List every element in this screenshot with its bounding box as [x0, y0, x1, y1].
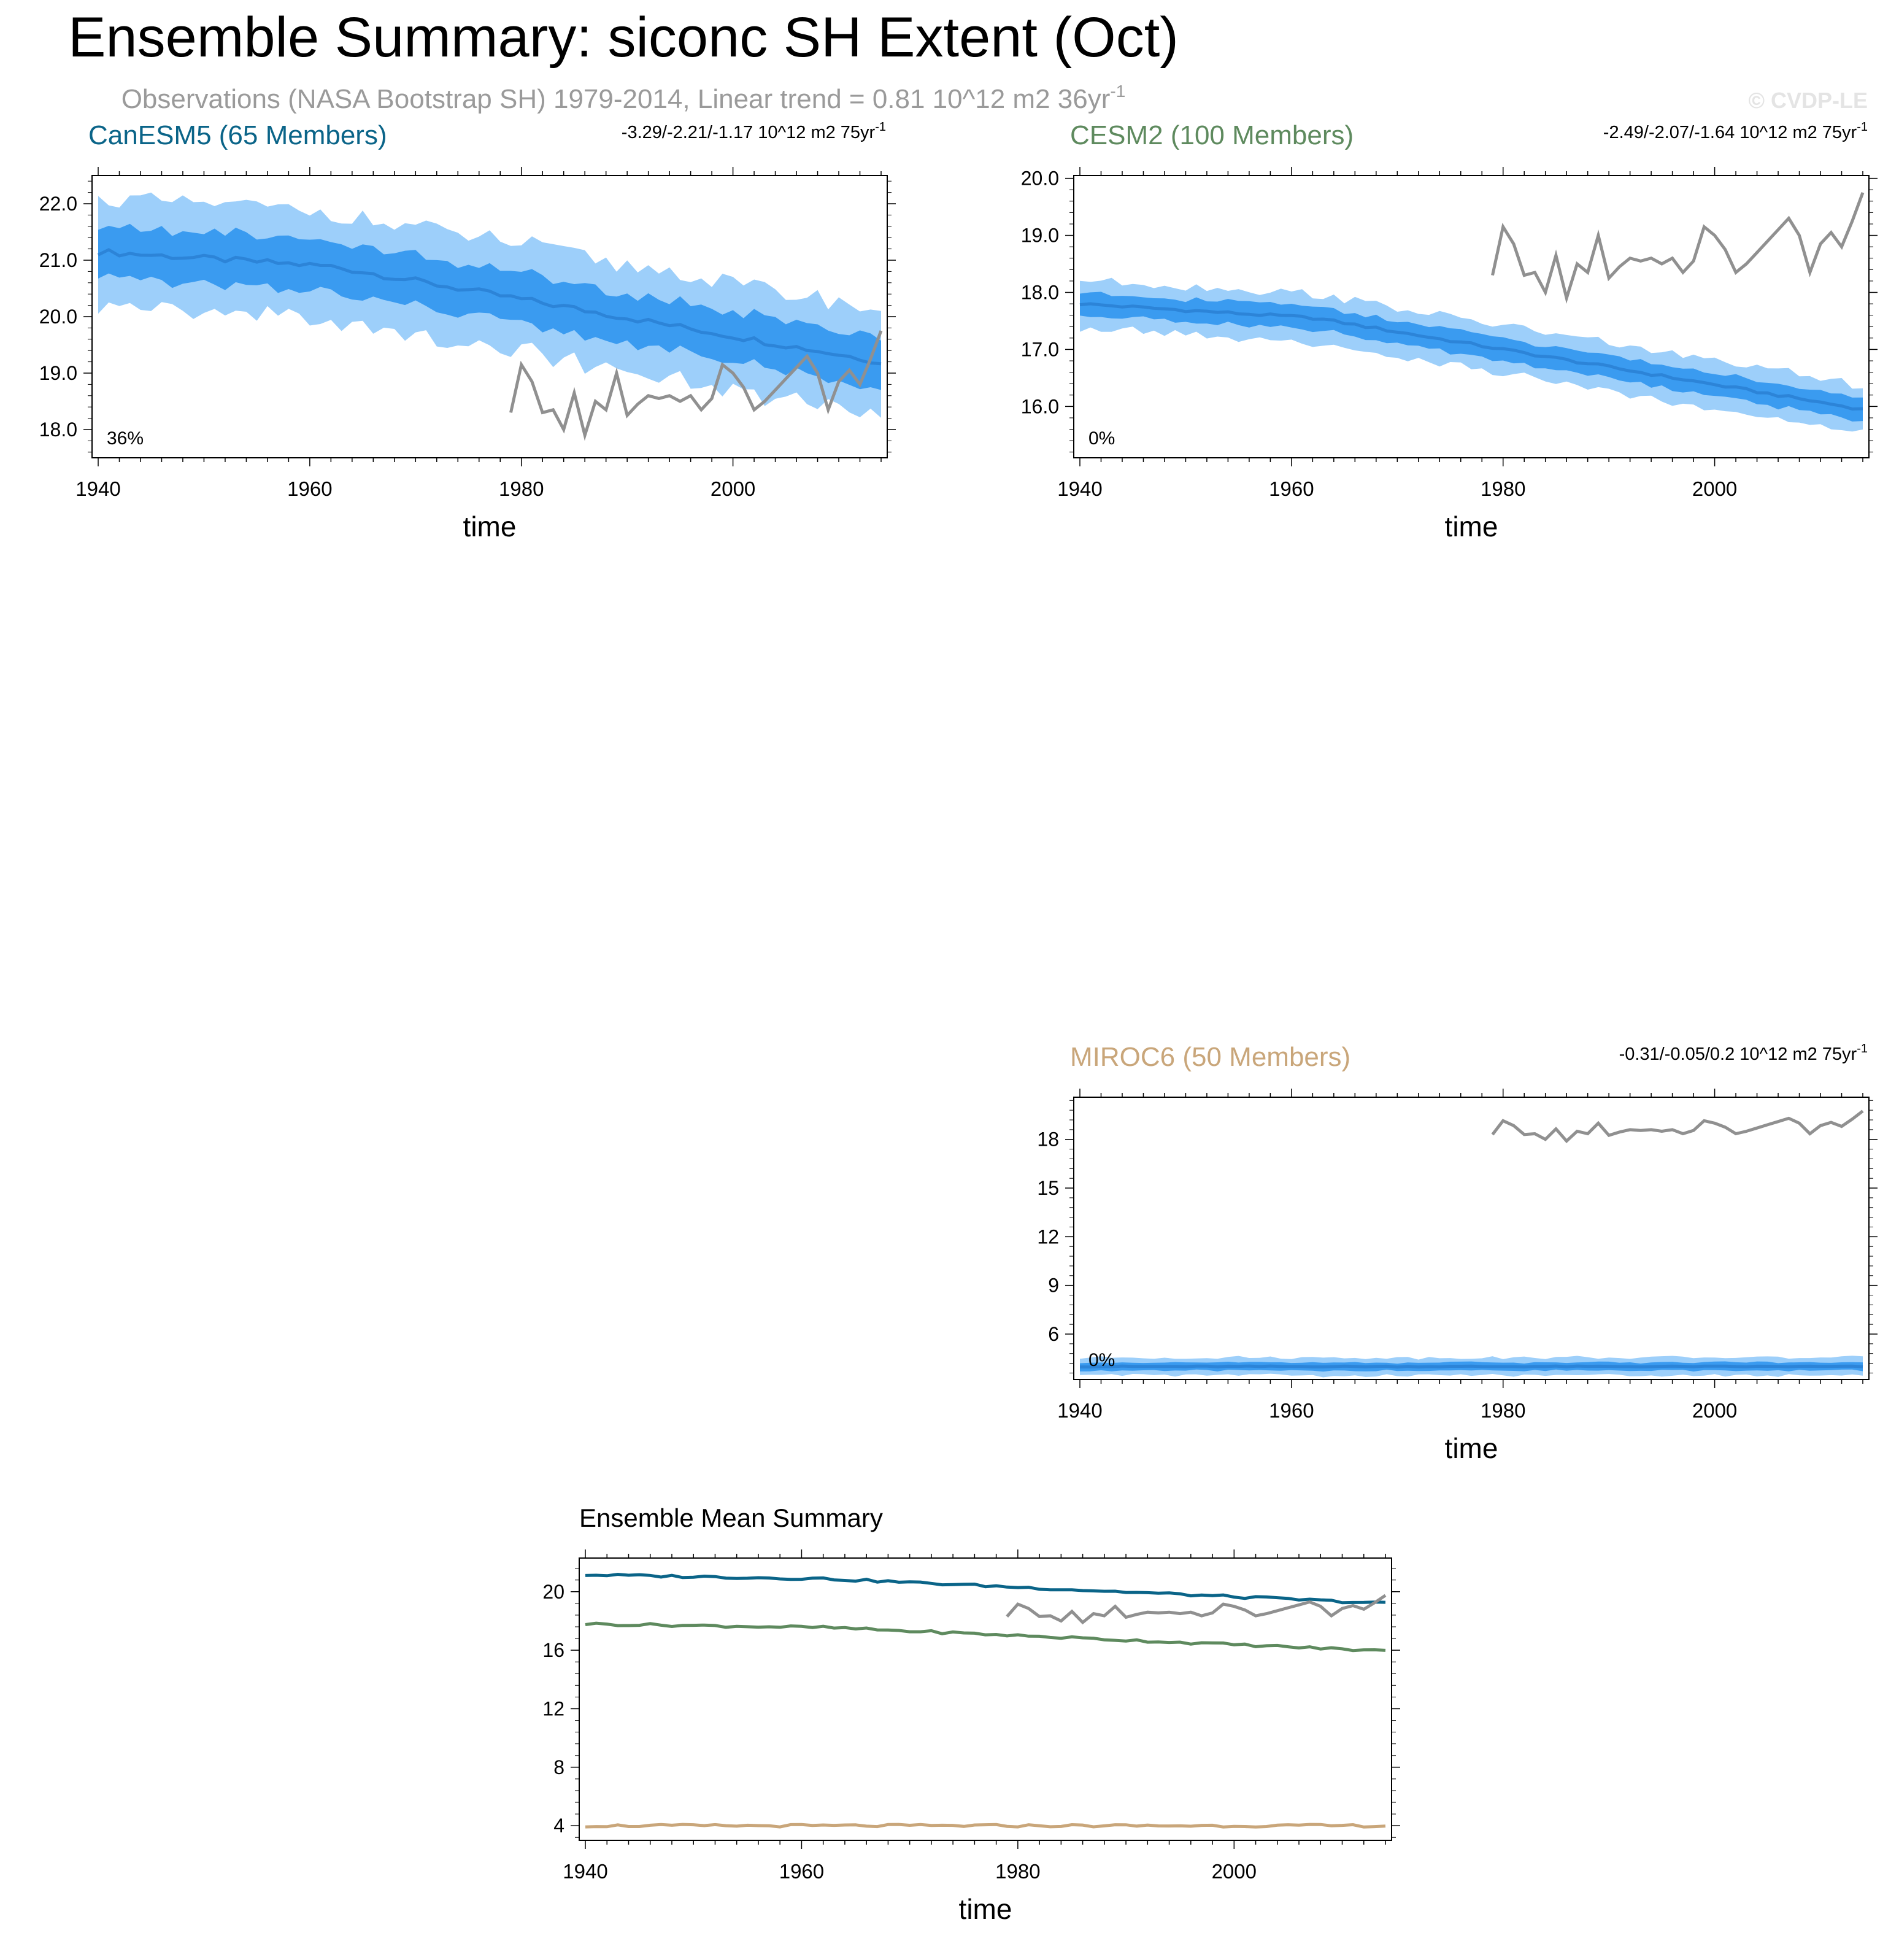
- y-tick-label: 16: [542, 1639, 564, 1661]
- y-tick-label: 15: [1037, 1177, 1059, 1199]
- x-tick-label: 1940: [1057, 1399, 1102, 1422]
- trend-exponent: -1: [1857, 1042, 1868, 1055]
- x-axis-label: time: [1445, 511, 1498, 542]
- ensemble-mean-line: [1079, 302, 1863, 411]
- observations-line: [1491, 192, 1865, 304]
- series-line-canesm5: [585, 1572, 1386, 1605]
- y-tick-label: 12: [542, 1697, 564, 1719]
- x-tick-label: 2000: [1212, 1860, 1257, 1883]
- plot-frame: [1073, 1097, 1870, 1380]
- y-tick-label: 9: [1048, 1275, 1059, 1297]
- chart-panels: CanESM5 (65 Members) -3.29/-2.21/-1.17 10…: [39, 120, 1878, 1925]
- x-tick-label: 1980: [1481, 1399, 1525, 1422]
- trend-label: -2.49/-2.07/-1.64 10^12 m2 75yr-1: [1603, 120, 1868, 142]
- series-line-miroc6: [585, 1823, 1386, 1829]
- chart-title: MIROC6 (50 Members): [1070, 1042, 1350, 1072]
- x-tick-label: 2000: [1692, 477, 1737, 500]
- pct-label: 0%: [1088, 1350, 1115, 1370]
- x-axis-label: time: [463, 511, 517, 542]
- observations-line: [509, 330, 883, 441]
- chart-mean-summary: Ensemble Mean Summary 1940 1960 1980 2000 tim…: [542, 1503, 1400, 1925]
- y-tick-label: 18.0: [1021, 282, 1059, 304]
- y-tick-label: 4: [553, 1815, 564, 1837]
- figure-subtitle: Observations (NASA Bootstrap SH) 1979-20…: [121, 82, 1126, 114]
- series-line-cesm2: [585, 1621, 1386, 1653]
- chart-title: Ensemble Mean Summary: [579, 1503, 883, 1532]
- y-tick-label: 21.0: [39, 249, 77, 271]
- ensemble-mean-line: [97, 248, 882, 366]
- x-tick-label: 1980: [995, 1860, 1040, 1883]
- y-tick-label: 18.0: [39, 419, 77, 441]
- y-tick-label: 22.0: [39, 193, 77, 215]
- x-axis-label: time: [959, 1893, 1012, 1925]
- y-tick-label: 19.0: [39, 362, 77, 384]
- plot-frame: [579, 1557, 1392, 1841]
- y-tick-label: 19.0: [1021, 225, 1059, 247]
- trend-label: -3.29/-2.21/-1.17 10^12 m2 75yr-1: [622, 120, 886, 142]
- y-tick-label: 6: [1048, 1323, 1059, 1345]
- x-tick-label: 1960: [1269, 477, 1314, 500]
- x-tick-label: 1960: [1269, 1399, 1314, 1422]
- x-tick-label: 1980: [1481, 477, 1525, 500]
- y-tick-label: 20.0: [39, 306, 77, 328]
- x-axis-label: time: [1445, 1432, 1498, 1464]
- y-tick-label: 8: [553, 1756, 564, 1778]
- trend-text: -3.29/-2.21/-1.17 10^12 m2 75yr: [622, 123, 876, 142]
- y-tick-label: 20: [542, 1581, 564, 1603]
- x-tick-label: 2000: [711, 477, 755, 500]
- x-tick-label: 1960: [779, 1860, 824, 1883]
- watermark: © CVDP-LE: [1748, 88, 1868, 113]
- figure-title: Ensemble Summary: siconc SH Extent (Oct): [68, 6, 1179, 69]
- trend-text: -2.49/-2.07/-1.64 10^12 m2 75yr: [1603, 123, 1857, 142]
- subtitle-text: Observations (NASA Bootstrap SH) 1979-20…: [121, 84, 1111, 114]
- y-tick-label: 16.0: [1021, 395, 1059, 417]
- trend-label: -0.31/-0.05/0.2 10^12 m2 75yr-1: [1619, 1042, 1868, 1064]
- chart-cesm2: CESM2 (100 Members) -2.49/-2.07/-1.64 10^…: [1021, 120, 1878, 542]
- pct-label: 36%: [107, 428, 144, 449]
- chart-miroc6: MIROC6 (50 Members) -0.31/-0.05/0.2 10^12…: [1037, 1042, 1878, 1464]
- pct-label: 0%: [1088, 428, 1115, 449]
- x-tick-label: 1940: [75, 477, 120, 500]
- plot-frame: [1073, 175, 1870, 458]
- x-tick-label: 1980: [499, 477, 544, 500]
- y-tick-label: 18: [1037, 1129, 1059, 1151]
- chart-title: CESM2 (100 Members): [1070, 120, 1354, 150]
- x-tick-label: 2000: [1692, 1399, 1737, 1422]
- subtitle-exponent: -1: [1110, 82, 1125, 101]
- chart-canesm5: CanESM5 (65 Members) -3.29/-2.21/-1.17 10…: [39, 120, 896, 542]
- trend-text: -0.31/-0.05/0.2 10^12 m2 75yr: [1619, 1044, 1857, 1064]
- x-tick-label: 1940: [1057, 477, 1102, 500]
- x-tick-label: 1940: [563, 1860, 607, 1883]
- y-tick-label: 12: [1037, 1225, 1059, 1248]
- observations-line: [1006, 1594, 1387, 1625]
- y-tick-label: 17.0: [1021, 338, 1059, 360]
- x-tick-label: 1960: [287, 477, 332, 500]
- observations-line: [1491, 1109, 1864, 1143]
- y-tick-label: 20.0: [1021, 168, 1059, 190]
- trend-exponent: -1: [875, 120, 886, 134]
- chart-title: CanESM5 (65 Members): [88, 120, 387, 150]
- ensemble-iqr-band: [1080, 291, 1863, 422]
- ensemble-mean-line: [1080, 1364, 1863, 1369]
- trend-exponent: -1: [1857, 120, 1868, 134]
